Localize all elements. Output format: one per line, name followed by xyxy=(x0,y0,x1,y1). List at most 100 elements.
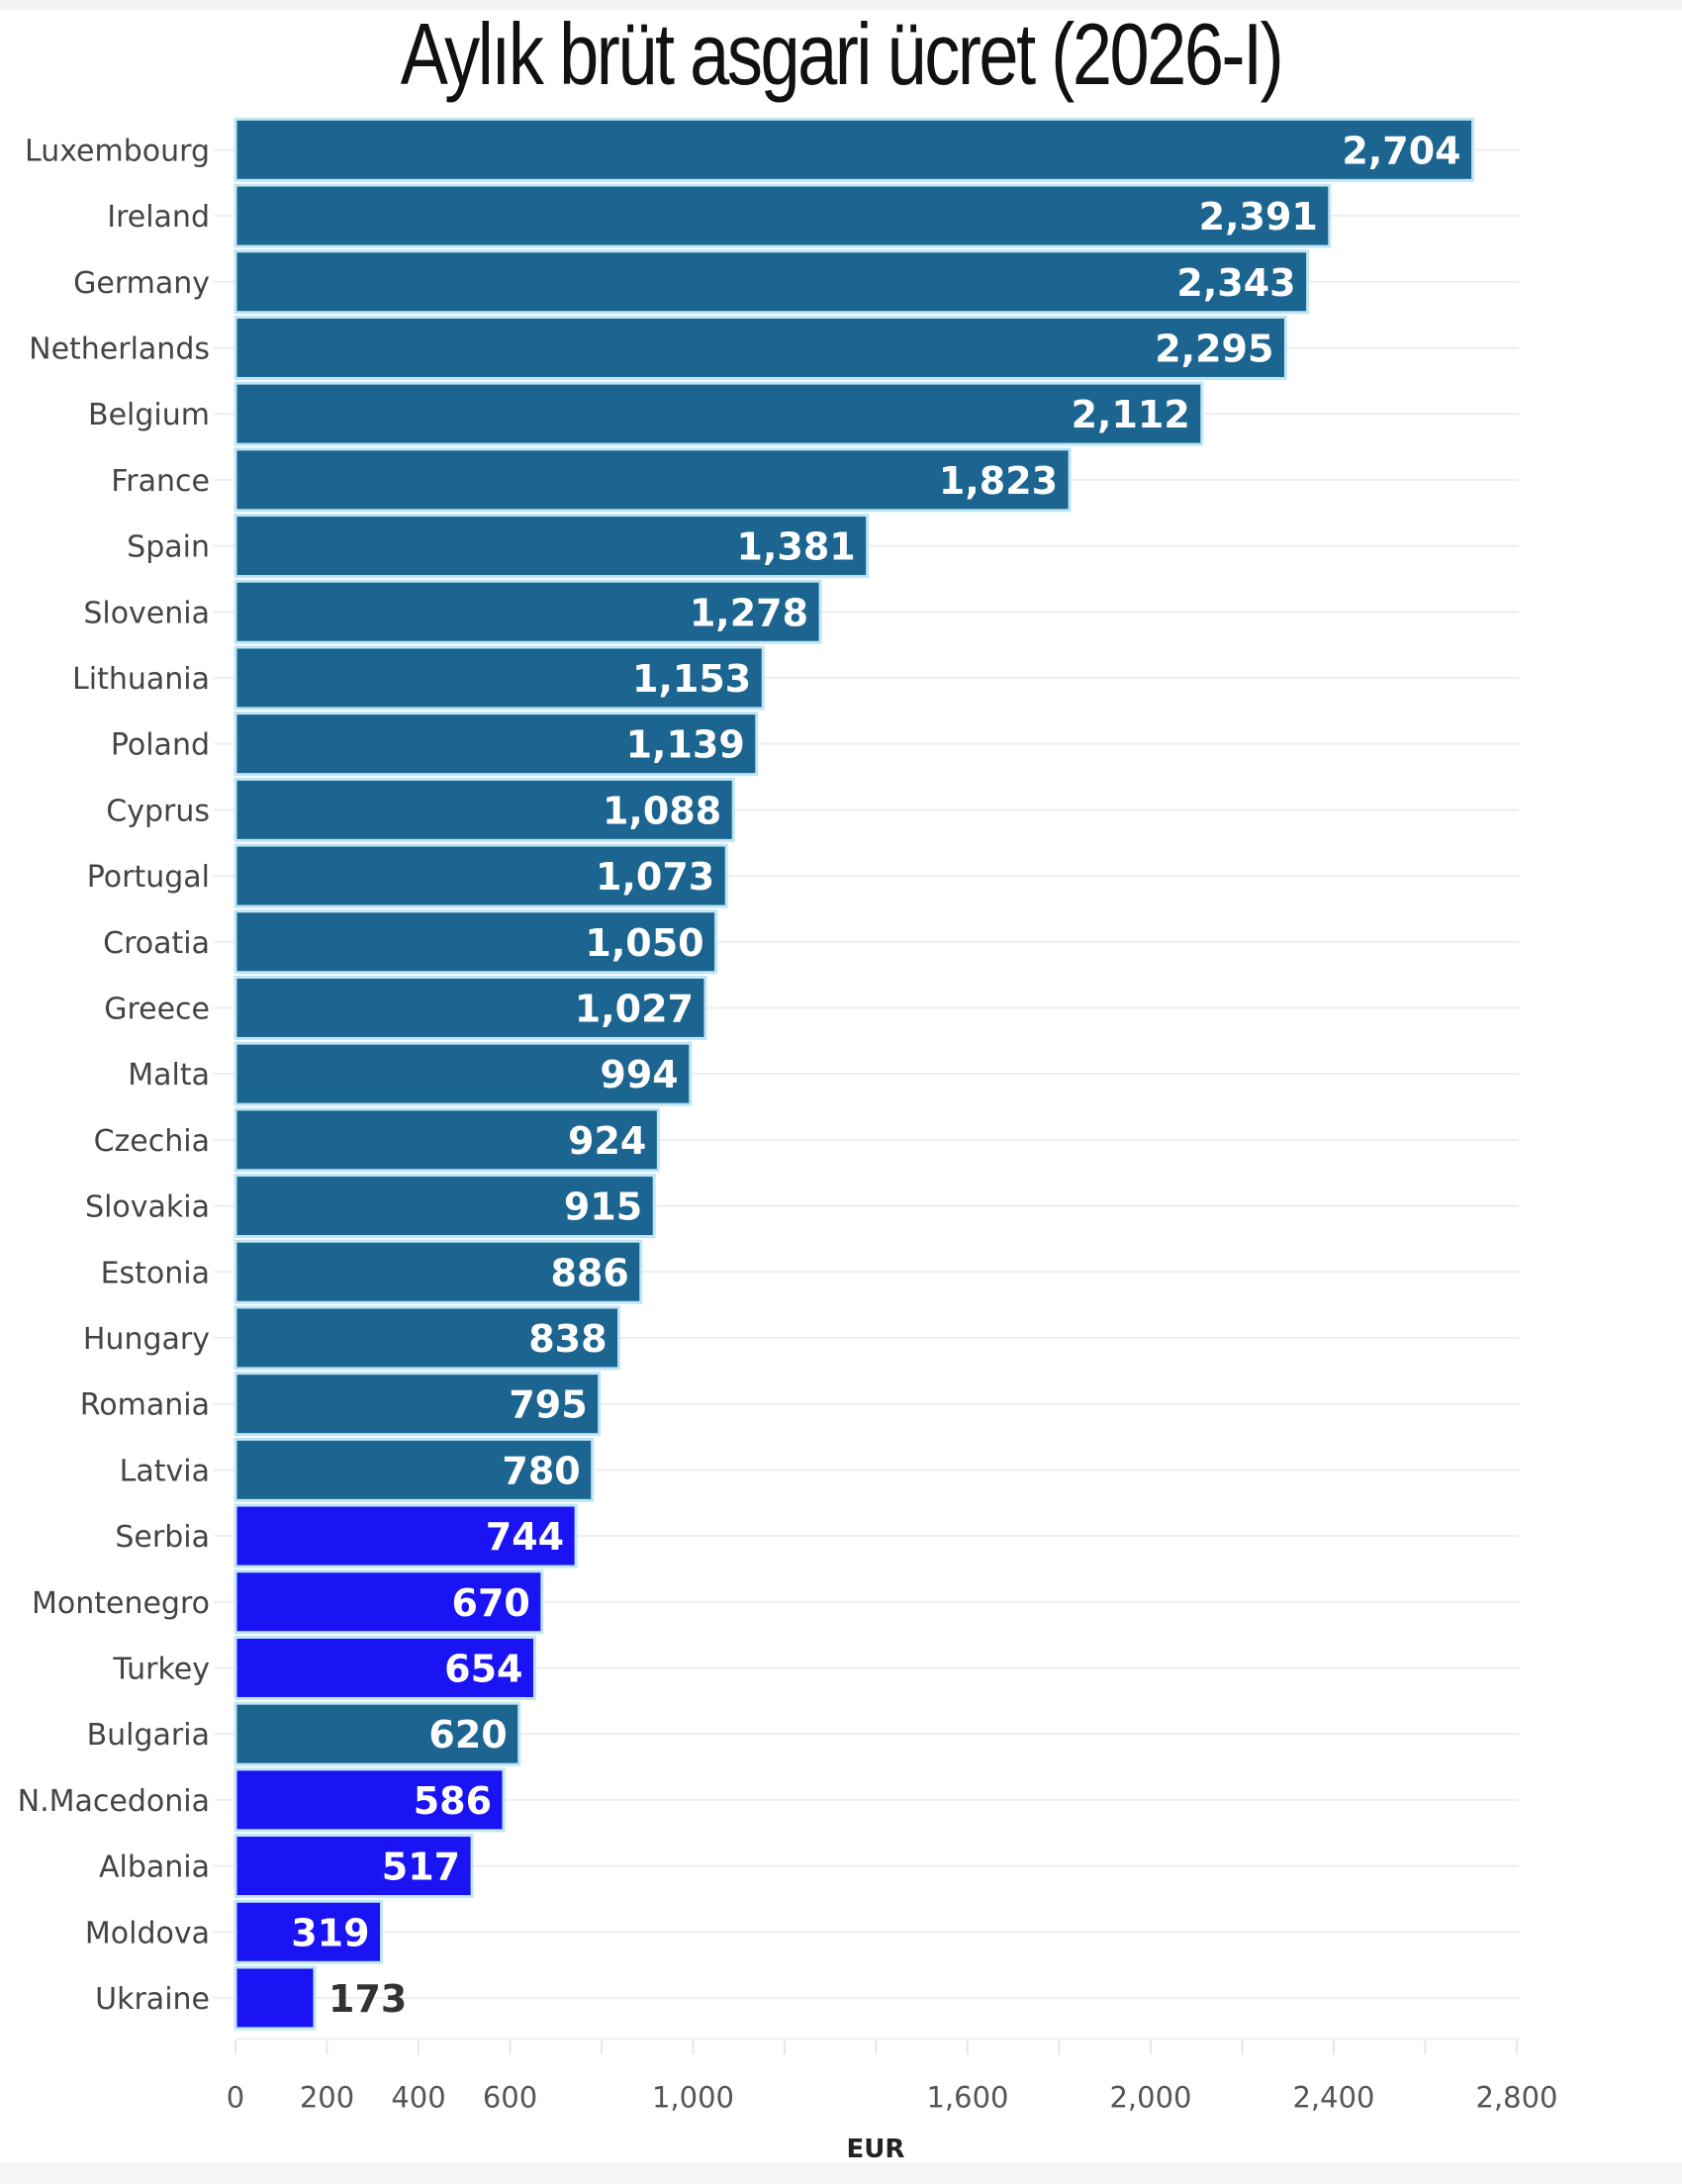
value-label: 1,073 xyxy=(596,855,714,899)
category-label: N.Macedonia xyxy=(18,1784,210,1819)
value-label: 2,295 xyxy=(1155,327,1273,370)
x-tick-label: 1,000 xyxy=(652,2080,734,2114)
category-label: France xyxy=(111,464,210,499)
category-label: Moldova xyxy=(85,1916,210,1950)
category-label: Estonia xyxy=(101,1256,210,1290)
bar-croatia xyxy=(234,909,718,975)
value-label: 1,278 xyxy=(690,591,808,634)
value-label: 780 xyxy=(502,1449,580,1492)
category-label: Greece xyxy=(104,992,210,1026)
value-label: 1,381 xyxy=(737,525,856,569)
x-tick-label: 2,400 xyxy=(1292,2080,1374,2114)
bar-estonia xyxy=(234,1239,643,1304)
category-label: Cyprus xyxy=(106,794,210,828)
value-label: 795 xyxy=(509,1383,587,1427)
value-label: 915 xyxy=(564,1186,642,1229)
category-label: Germany xyxy=(73,266,210,301)
bar-spain xyxy=(234,514,870,579)
category-label: Belgium xyxy=(88,398,210,432)
bar-netherlands xyxy=(234,315,1287,380)
value-label: 1,823 xyxy=(939,459,1058,503)
bar-albania xyxy=(234,1834,474,1899)
value-label: 319 xyxy=(291,1911,369,1954)
category-label: Ireland xyxy=(107,200,210,235)
x-tick-label: 2,000 xyxy=(1109,2080,1191,2114)
category-label: Slovenia xyxy=(83,596,210,630)
value-label: 994 xyxy=(600,1053,678,1096)
bar-bulgaria xyxy=(234,1701,521,1766)
bar-latvia xyxy=(234,1437,595,1502)
x-tick-label: 600 xyxy=(483,2080,537,2114)
bar-greece xyxy=(234,975,707,1040)
category-label: Romania xyxy=(80,1388,210,1423)
bar-cyprus xyxy=(234,777,735,842)
value-label: 838 xyxy=(528,1317,607,1361)
category-label: Hungary xyxy=(83,1322,210,1357)
chart-title: Aylık brüt asgari ücret (2026-I) xyxy=(400,5,1284,103)
bar-malta xyxy=(234,1041,693,1106)
bar-belgium xyxy=(234,381,1204,446)
value-label: 1,050 xyxy=(585,921,703,965)
value-label: 2,704 xyxy=(1342,129,1460,172)
category-label: Ukraine xyxy=(95,1982,210,2017)
category-label: Albania xyxy=(99,1851,210,1885)
value-label: 1,139 xyxy=(626,723,745,767)
x-axis-label: EUR xyxy=(847,2135,905,2164)
value-label: 744 xyxy=(486,1515,564,1559)
bar-serbia xyxy=(234,1503,578,1568)
category-label: Slovakia xyxy=(85,1190,210,1225)
bar-france xyxy=(234,447,1072,513)
value-label: 2,391 xyxy=(1199,195,1318,238)
category-label: Latvia xyxy=(120,1454,210,1488)
bar-germany xyxy=(234,249,1310,315)
value-labels: 2,704 2,391 2,343 2,295 2,112 1,823 1,381 1,278… xyxy=(291,129,1460,2021)
value-label: 1,088 xyxy=(603,789,721,832)
bar-hungary xyxy=(234,1305,621,1371)
bar-slovenia xyxy=(234,579,822,644)
category-label: Bulgaria xyxy=(87,1718,210,1753)
x-tick-label: 2,800 xyxy=(1475,2080,1557,2114)
bar-turkey xyxy=(234,1635,536,1700)
value-label: 2,112 xyxy=(1072,393,1190,436)
x-tick-label: 200 xyxy=(300,2080,354,2114)
bar-moldova xyxy=(234,1899,384,1964)
bar-romania xyxy=(234,1372,602,1437)
category-label: Portugal xyxy=(87,860,210,895)
value-label: 1,027 xyxy=(575,987,694,1030)
category-label: Czechia xyxy=(94,1124,210,1159)
category-label: Serbia xyxy=(115,1520,210,1555)
category-label: Malta xyxy=(128,1058,210,1092)
value-label: 620 xyxy=(428,1713,507,1757)
bar-portugal xyxy=(234,843,728,908)
x-tick-label: 1,600 xyxy=(926,2080,1008,2114)
bar-ukraine xyxy=(234,1965,317,2031)
bottom-band xyxy=(0,2162,1682,2184)
x-tick-label: 400 xyxy=(391,2080,445,2114)
x-axis-ticks: 0 200 400 600 1,000 1,600 2,000 2,400 2,800 xyxy=(227,2080,1558,2114)
bar-poland xyxy=(234,712,759,777)
value-label: 2,343 xyxy=(1176,261,1295,305)
value-label: 1,153 xyxy=(632,657,751,701)
value-label: 517 xyxy=(382,1846,460,1889)
category-label: Luxembourg xyxy=(25,134,210,168)
category-labels: Luxembourg Ireland Germany Netherlands Belgi… xyxy=(18,134,210,2017)
category-label: Turkey xyxy=(112,1652,210,1686)
value-label: 670 xyxy=(452,1581,530,1625)
value-label: 886 xyxy=(550,1251,628,1294)
category-label: Lithuania xyxy=(72,662,210,697)
category-label: Croatia xyxy=(103,926,210,961)
top-band xyxy=(0,0,1682,10)
bar-slovakia xyxy=(234,1174,656,1239)
category-label: Spain xyxy=(127,530,210,565)
bar-luxembourg xyxy=(234,117,1475,182)
category-label: Poland xyxy=(111,728,210,763)
category-label: Netherlands xyxy=(29,332,210,366)
value-label: 586 xyxy=(414,1779,492,1823)
x-tick-label: 0 xyxy=(227,2080,244,2114)
bar-n-macedonia xyxy=(234,1767,506,1833)
bar-ireland xyxy=(234,183,1332,248)
value-label: 654 xyxy=(444,1647,522,1690)
value-label: 924 xyxy=(568,1119,646,1163)
category-label: Montenegro xyxy=(32,1586,210,1621)
